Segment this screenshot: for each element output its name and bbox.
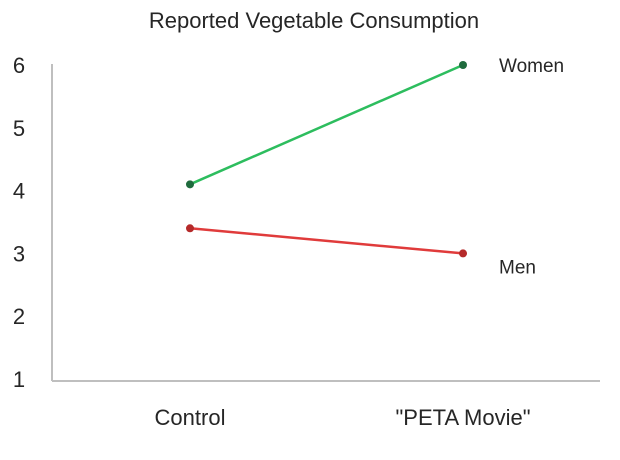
chart-title: Reported Vegetable Consumption: [149, 8, 479, 33]
y-tick-label: 5: [13, 116, 25, 141]
series-label-women: Women: [499, 56, 564, 77]
x-tick-label: "PETA Movie": [395, 405, 530, 430]
series-women: Women: [186, 56, 564, 189]
y-axis-ticks: 1 2 3 4 5 6: [13, 53, 25, 392]
y-tick-label: 6: [13, 53, 25, 78]
y-tick-label: 1: [13, 367, 25, 392]
y-tick-label: 3: [13, 241, 25, 266]
data-point: [186, 224, 194, 233]
series-line-men: [189, 227, 464, 255]
y-tick-label: 2: [13, 304, 25, 329]
y-tick-label: 4: [13, 179, 25, 204]
series-layer: Women Men: [186, 56, 564, 278]
x-axis-ticks: Control "PETA Movie": [155, 405, 531, 430]
series-label-men: Men: [499, 257, 536, 278]
series-men: Men: [186, 224, 536, 278]
data-point: [186, 180, 194, 189]
x-tick-label: Control: [155, 405, 226, 430]
data-point: [459, 61, 467, 69]
series-line-women: [189, 63, 464, 186]
data-point: [459, 249, 467, 258]
